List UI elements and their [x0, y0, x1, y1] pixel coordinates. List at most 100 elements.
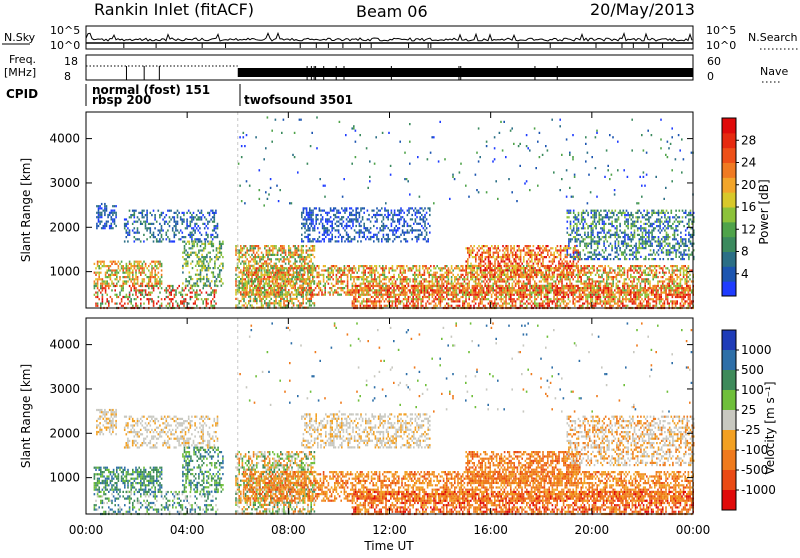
heatmap-cell — [261, 252, 263, 254]
heatmap-cell — [384, 214, 386, 216]
heatmap-cell — [371, 216, 373, 218]
heatmap-cell — [358, 265, 360, 267]
heatmap-cell — [268, 274, 270, 276]
heatmap-cell — [304, 232, 306, 234]
heatmap-cell — [267, 269, 269, 271]
heatmap-cell — [162, 238, 164, 240]
heatmap-cell — [649, 269, 651, 271]
heatmap-cell — [214, 218, 216, 220]
heatmap-cell — [172, 229, 174, 231]
heatmap-cell — [339, 269, 341, 271]
heatmap-cell — [353, 296, 355, 298]
heatmap-cell — [127, 221, 129, 223]
heatmap-cell — [585, 265, 587, 267]
heatmap-cell — [252, 283, 254, 285]
heatmap-cell — [98, 214, 100, 216]
heatmap-cell — [289, 267, 291, 269]
heatmap-cell — [344, 272, 346, 274]
nave-tick-top: 60 — [707, 55, 721, 68]
heatmap-cell — [336, 265, 338, 267]
heatmap-cell — [126, 236, 128, 238]
heatmap-cell — [151, 287, 153, 289]
freq-label: Freq. — [9, 53, 36, 66]
heatmap-cell — [566, 278, 568, 280]
heatmap-cell — [166, 296, 168, 298]
heatmap-cell — [371, 267, 373, 269]
heatmap-cell — [448, 276, 450, 278]
heatmap-cell — [347, 294, 349, 296]
heatmap-cell — [508, 287, 510, 289]
heatmap-cell — [331, 236, 333, 238]
heatmap-cell — [510, 278, 512, 280]
heatmap-cell — [121, 261, 123, 263]
heatmap-cell — [121, 300, 123, 302]
heatmap-cell — [201, 212, 203, 214]
heatmap-cell — [454, 289, 456, 291]
heatmap-cell — [240, 263, 242, 265]
heatmap-cell — [259, 296, 261, 298]
heatmap-cell — [206, 225, 208, 227]
heatmap-cell — [683, 267, 685, 269]
heatmap-cell — [274, 296, 276, 298]
heatmap-cell — [394, 210, 396, 212]
heatmap-cell — [409, 291, 411, 293]
heatmap-cell — [644, 269, 646, 271]
heatmap-cell — [472, 272, 474, 274]
heatmap-cell — [221, 269, 223, 271]
heatmap-cell — [652, 265, 654, 267]
heatmap-cell — [109, 214, 111, 216]
heatmap-cell — [344, 291, 346, 293]
heatmap-cell — [370, 236, 372, 238]
heatmap-cell — [108, 303, 110, 305]
heatmap-cell — [662, 272, 664, 274]
heatmap-cell — [329, 287, 331, 289]
heatmap-cell — [365, 227, 367, 229]
heatmap-cell — [215, 232, 217, 234]
heatmap-cell — [259, 247, 261, 249]
heatmap-cell — [326, 276, 328, 278]
heatmap-cell — [354, 238, 356, 240]
heatmap-cell — [201, 243, 203, 245]
heatmap-cell — [310, 272, 312, 274]
heatmap-cell — [435, 274, 437, 276]
heatmap-cell — [304, 287, 306, 289]
heatmap-cell — [608, 274, 610, 276]
heatmap-cell — [328, 274, 330, 276]
heatmap-cell — [269, 254, 271, 256]
heatmap-cell — [254, 256, 256, 258]
heatmap-cell — [325, 221, 327, 223]
heatmap-cell — [254, 267, 256, 269]
heatmap-cell — [175, 289, 177, 291]
heatmap-cell — [137, 278, 139, 280]
heatmap-cell — [142, 216, 144, 218]
heatmap-cell — [614, 276, 616, 278]
heatmap-cell — [161, 225, 163, 227]
heatmap-cell — [374, 269, 376, 271]
heatmap-cell — [209, 243, 211, 245]
heatmap-cell — [212, 292, 214, 294]
heatmap-cell — [371, 300, 373, 302]
heatmap-cell — [323, 210, 325, 212]
heatmap-cell — [357, 212, 359, 214]
heatmap-cell — [363, 287, 365, 289]
heatmap-cell — [240, 278, 242, 280]
heatmap-cell — [444, 272, 446, 274]
heatmap-cell — [328, 229, 330, 231]
heatmap-cell — [376, 227, 378, 229]
heatmap-cell — [404, 278, 406, 280]
heatmap-cell — [248, 249, 250, 251]
heatmap-cell — [238, 258, 240, 260]
heatmap-cell — [169, 238, 171, 240]
heatmap-cell — [242, 276, 244, 278]
heatmap-cell — [256, 302, 258, 304]
heatmap-cell — [209, 252, 211, 254]
heatmap-cell — [278, 258, 280, 260]
heatmap-cell — [379, 294, 381, 296]
heatmap-cell — [552, 278, 554, 280]
heatmap-cell — [327, 214, 329, 216]
heatmap-cell — [198, 258, 200, 260]
heatmap-cell — [346, 210, 348, 212]
heatmap-cell — [214, 267, 216, 269]
heatmap-cell — [191, 236, 193, 238]
heatmap-cell — [316, 285, 318, 287]
